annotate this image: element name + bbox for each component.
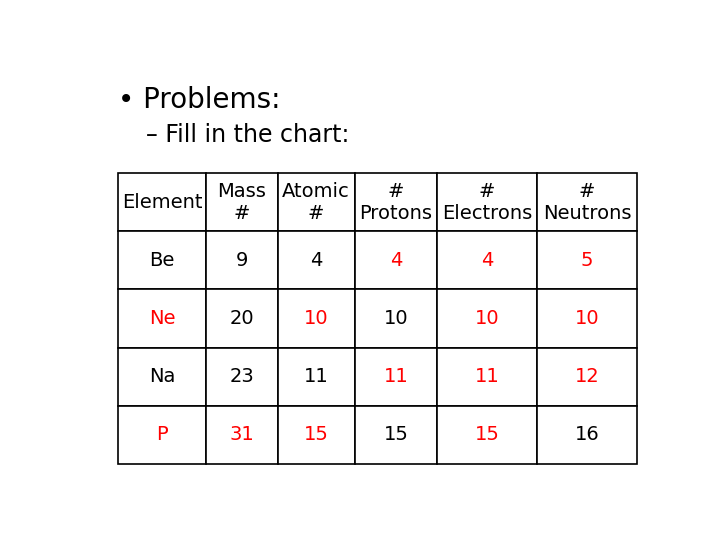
Bar: [278, 406, 354, 464]
Text: 20: 20: [230, 309, 254, 328]
Text: 12: 12: [575, 367, 599, 386]
Text: 10: 10: [575, 309, 599, 328]
Bar: [537, 406, 636, 464]
Bar: [278, 289, 354, 348]
Bar: [278, 173, 354, 231]
Text: Na: Na: [149, 367, 175, 386]
Bar: [537, 348, 636, 406]
Text: 10: 10: [304, 309, 328, 328]
Text: 10: 10: [474, 309, 500, 328]
Text: #
Protons: # Protons: [359, 181, 433, 222]
Text: – Fill in the chart:: – Fill in the chart:: [145, 123, 349, 147]
Bar: [537, 231, 636, 289]
Bar: [118, 289, 207, 348]
Text: 4: 4: [310, 251, 323, 269]
Bar: [278, 348, 354, 406]
Text: 16: 16: [575, 426, 599, 444]
Text: • Problems:: • Problems:: [118, 85, 280, 113]
Bar: [437, 231, 537, 289]
Text: #
Electrons: # Electrons: [442, 181, 532, 222]
Bar: [207, 348, 278, 406]
Bar: [354, 231, 437, 289]
Bar: [354, 406, 437, 464]
Text: 15: 15: [384, 426, 408, 444]
Bar: [437, 173, 537, 231]
Text: P: P: [156, 426, 168, 444]
Text: Be: Be: [150, 251, 175, 269]
Text: 10: 10: [384, 309, 408, 328]
Bar: [278, 231, 354, 289]
Bar: [118, 231, 207, 289]
Bar: [118, 173, 207, 231]
Text: 4: 4: [481, 251, 493, 269]
Text: 9: 9: [235, 251, 248, 269]
Text: 15: 15: [304, 426, 328, 444]
Bar: [537, 173, 636, 231]
Bar: [437, 289, 537, 348]
Text: Ne: Ne: [149, 309, 176, 328]
Bar: [207, 173, 278, 231]
Text: 11: 11: [304, 367, 328, 386]
Bar: [437, 348, 537, 406]
Text: 23: 23: [230, 367, 254, 386]
Text: 11: 11: [384, 367, 408, 386]
Bar: [207, 231, 278, 289]
Text: 5: 5: [581, 251, 593, 269]
Bar: [354, 173, 437, 231]
Bar: [537, 289, 636, 348]
Bar: [207, 289, 278, 348]
Text: Atomic
#: Atomic #: [282, 181, 350, 222]
Text: Mass
#: Mass #: [217, 181, 266, 222]
Text: 31: 31: [230, 426, 254, 444]
Text: 11: 11: [474, 367, 500, 386]
Bar: [207, 406, 278, 464]
Text: #
Neutrons: # Neutrons: [543, 181, 631, 222]
Bar: [118, 406, 207, 464]
Text: 15: 15: [474, 426, 500, 444]
Bar: [354, 289, 437, 348]
Bar: [354, 348, 437, 406]
Bar: [118, 348, 207, 406]
Text: Element: Element: [122, 193, 202, 212]
Bar: [437, 406, 537, 464]
Text: 4: 4: [390, 251, 402, 269]
